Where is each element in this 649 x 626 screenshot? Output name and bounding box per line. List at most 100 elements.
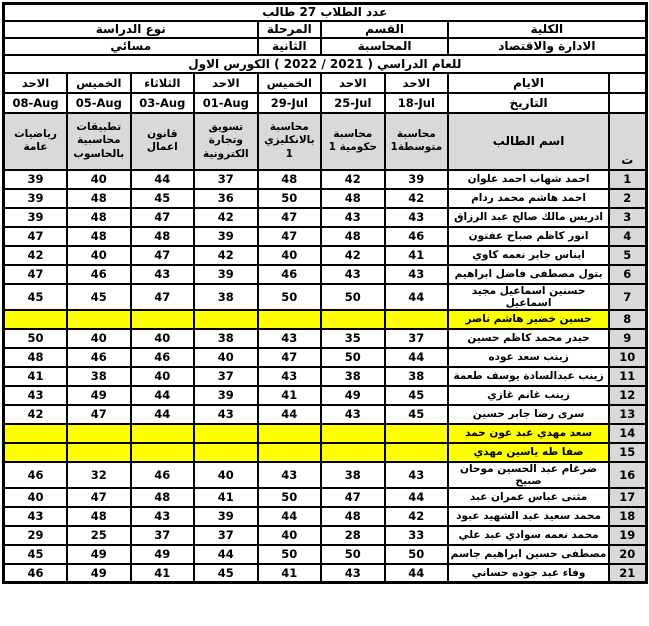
grade-cell: 47 — [320, 486, 386, 508]
student-row: 16 ضرغام عبد الحسين موحان صبيح 43 38 43 40 46 3… — [2, 460, 648, 489]
student-name-cell: ادريس مالك صالح عبد الرزاق — [447, 206, 611, 228]
grade-cell: 40 — [256, 524, 323, 546]
grade-cell: 44 — [129, 168, 196, 190]
grade-cell: 47 — [2, 263, 69, 285]
grade-cell: 42 — [2, 403, 69, 425]
student-name-cell: زينب غانم غازي — [447, 384, 611, 406]
grade-cell: 48 — [66, 187, 132, 209]
grade-cell: 50 — [256, 543, 323, 565]
serial-number-cell: 4 — [608, 225, 648, 247]
student-row: 20 مصطفى حسين ابراهيم جاسم 50 50 50 44 49 49 45 — [2, 543, 648, 565]
days-label: الايام — [447, 71, 611, 94]
subjects-row: ت اسم الطالب محاسبة متوسطة1 محاسبة حكومية… — [2, 111, 648, 171]
department-value: المحاسبة — [320, 36, 450, 56]
grades-table: عدد الطلاب 27 طالب الكلية القسم المرحلة … — [2, 2, 648, 584]
grade-cell: 37 — [383, 327, 450, 349]
grade-cell: 39 — [383, 168, 450, 190]
date-header: 29-Jul — [256, 91, 323, 114]
serial-number-cell: 1 — [608, 168, 648, 190]
grade-cell: 44 — [256, 505, 323, 527]
student-name-cell: سرى رضا جابر حسين — [447, 403, 611, 425]
grades-sheet: عدد الطلاب 27 طالب الكلية القسم المرحلة … — [2, 2, 648, 584]
student-name-cell: بتول مصطفى فاضل ابراهيم — [447, 263, 611, 285]
grade-cell: 45 — [129, 187, 196, 209]
student-row: 7 حسنين اسماعيل مجيد اسماعيل 44 50 50 38 47 45 4… — [2, 282, 648, 311]
student-row: 8 حسين خضير هاشم ناصر — [2, 308, 648, 330]
grade-cell: 41 — [2, 365, 69, 387]
grade-cell: 50 — [256, 486, 323, 508]
grade-cell: 47 — [129, 282, 196, 311]
title-row: عدد الطلاب 27 طالب — [2, 2, 648, 22]
grade-cell — [193, 308, 259, 330]
day-header: الاحد — [383, 71, 450, 94]
grade-cell: 47 — [129, 244, 196, 266]
grade-cell: 47 — [66, 486, 132, 508]
grade-cell — [193, 422, 259, 444]
subject-header: رياضيات عامة — [2, 111, 69, 171]
serial-number-cell: 19 — [608, 524, 648, 546]
grade-cell — [383, 422, 450, 444]
day-header: الاحد — [320, 71, 386, 94]
info-values-row: الادارة والاقتصاد المحاسبة الثانية مسائي — [2, 36, 648, 56]
subject-header: محاسبة حكومية 1 — [320, 111, 386, 171]
grade-cell: 39 — [193, 263, 259, 285]
serial-number-cell: 3 — [608, 206, 648, 228]
student-name-cell: حسين خضير هاشم ناصر — [447, 308, 611, 330]
grade-cell: 43 — [320, 206, 386, 228]
student-row: 18 محمد سعيد عبد الشهيد عبود 42 48 44 39 43 48 4… — [2, 505, 648, 527]
grade-cell — [383, 308, 450, 330]
serial-number-cell: 7 — [608, 282, 648, 311]
grade-cell: 40 — [193, 460, 259, 489]
student-name-cell: احمد هاشم محمد ردام — [447, 187, 611, 209]
grade-cell: 42 — [320, 244, 386, 266]
grade-cell: 46 — [129, 346, 196, 368]
student-name-cell: سعد مهدي عبد عون حمد — [447, 422, 611, 444]
grade-cell: 50 — [320, 543, 386, 565]
college-value: الادارة والاقتصاد — [447, 36, 648, 56]
grade-cell: 37 — [193, 365, 259, 387]
grade-cell: 48 — [129, 225, 196, 247]
date-header: 01-Aug — [193, 91, 259, 114]
grade-cell: 40 — [66, 168, 132, 190]
serial-number-cell: 16 — [608, 460, 648, 489]
subject-header: تطبيقات محاسبية بالحاسوب — [66, 111, 132, 171]
grade-cell: 50 — [320, 346, 386, 368]
grade-cell: 28 — [320, 524, 386, 546]
grade-cell: 46 — [66, 346, 132, 368]
academic-year-title: للعام الدراسي ( 2021 / 2022 ) الكورس الا… — [2, 53, 648, 74]
grade-cell: 40 — [66, 327, 132, 349]
serial-number-cell: 6 — [608, 263, 648, 285]
student-name-cell: احمد شهاب احمد علوان — [447, 168, 611, 190]
grade-cell: 49 — [129, 543, 196, 565]
grade-cell: 46 — [2, 460, 69, 489]
grade-cell — [129, 441, 196, 463]
study-type-label: نوع الدراسة — [2, 19, 259, 39]
date-header: 08-Aug — [2, 91, 69, 114]
grade-cell: 50 — [256, 282, 323, 311]
grade-cell: 50 — [383, 543, 450, 565]
grade-cell: 44 — [383, 282, 450, 311]
date-header: 03-Aug — [129, 91, 196, 114]
grade-cell — [2, 422, 69, 444]
students-count-title: عدد الطلاب 27 طالب — [2, 2, 648, 22]
grade-cell: 42 — [2, 244, 69, 266]
day-header: الاحد — [193, 71, 259, 94]
student-row: 19 محمد نعمه سوادي عبد علي 33 28 40 37 37 25 29 — [2, 524, 648, 546]
grade-cell: 48 — [129, 486, 196, 508]
grade-cell: 37 — [129, 524, 196, 546]
grade-cell: 42 — [320, 168, 386, 190]
grade-cell: 42 — [383, 505, 450, 527]
grade-cell — [320, 308, 386, 330]
day-header: الخميس — [256, 71, 323, 94]
grade-cell: 38 — [320, 460, 386, 489]
grade-cell: 45 — [383, 403, 450, 425]
serial-number-cell: 20 — [608, 543, 648, 565]
grade-cell — [129, 422, 196, 444]
grade-cell: 40 — [193, 346, 259, 368]
grade-cell: 48 — [320, 505, 386, 527]
serial-number-cell: 10 — [608, 346, 648, 368]
grade-cell: 44 — [256, 403, 323, 425]
student-name-cell: ضرغام عبد الحسين موحان صبيح — [447, 460, 611, 489]
grade-cell: 48 — [66, 206, 132, 228]
grade-cell: 46 — [66, 263, 132, 285]
